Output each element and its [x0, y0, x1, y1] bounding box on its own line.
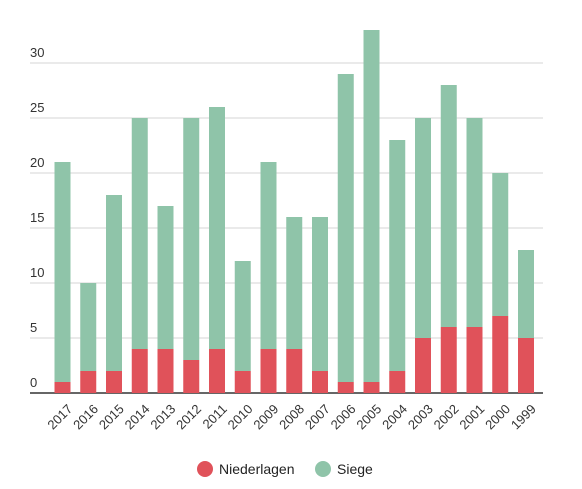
- x-tick-label: 2001: [456, 401, 487, 432]
- y-tick-label: 30: [30, 45, 44, 60]
- bar-siege-2015: [106, 195, 122, 371]
- bar-siege-2013: [157, 206, 174, 349]
- x-tick-label: 1999: [508, 401, 539, 432]
- bar-siege-2017: [54, 162, 71, 382]
- x-tick-label: 2013: [147, 401, 178, 432]
- bar-niederlagen-2016: [80, 371, 97, 393]
- bar-niederlagen-2006: [337, 382, 354, 393]
- legend-label-niederlagen: Niederlagen: [219, 461, 295, 477]
- bar-siege-2007: [312, 217, 328, 371]
- x-tick-label: 2010: [225, 401, 256, 432]
- y-tick-label: 15: [30, 210, 44, 225]
- legend-swatch-niederlagen: [197, 461, 213, 477]
- bar-niederlagen-2007: [312, 371, 328, 393]
- x-tick-label: 2009: [250, 401, 281, 432]
- x-tick-label: 2004: [379, 401, 410, 432]
- bar-siege-2008: [286, 217, 303, 349]
- bar-niederlagen-2000: [492, 316, 509, 393]
- x-tick-label: 2017: [44, 401, 75, 432]
- bar-niederlagen-2009: [260, 349, 277, 393]
- bar-siege-2010: [234, 261, 251, 371]
- y-axis-tick-labels: 0 5 10 15 20 25 30: [30, 45, 44, 390]
- bar-siege-2000: [492, 173, 509, 316]
- bar-niederlagen-1999: [518, 338, 534, 393]
- legend: Niederlagen Siege: [197, 461, 373, 477]
- bar-siege-2011: [209, 107, 225, 349]
- bar-siege-2014: [131, 118, 148, 349]
- y-tick-label: 10: [30, 265, 44, 280]
- y-tick-label: 25: [30, 100, 44, 115]
- y-tick-label: 0: [30, 375, 37, 390]
- bar-niederlagen-2012: [183, 360, 200, 393]
- y-tick-label: 20: [30, 155, 44, 170]
- bar-siege-2012: [183, 118, 200, 360]
- bar-siege-2004: [389, 140, 406, 371]
- bar-niederlagen-2008: [286, 349, 303, 393]
- bar-siege-2016: [80, 283, 97, 371]
- x-tick-label: 2012: [173, 401, 204, 432]
- x-tick-label: 2016: [70, 401, 101, 432]
- bar-niederlagen-2017: [54, 382, 71, 393]
- x-tick-label: 2005: [353, 401, 384, 432]
- bar-niederlagen-2001: [466, 327, 483, 393]
- bar-niederlagen-2002: [440, 327, 457, 393]
- bar-niederlagen-2005: [363, 382, 380, 393]
- x-tick-label: 2011: [200, 401, 230, 431]
- x-axis-tick-labels: 2017201620152014201320122011201020092008…: [44, 401, 539, 432]
- legend-swatch-siege: [315, 461, 331, 477]
- bar-niederlagen-2013: [157, 349, 174, 393]
- bar-siege-2009: [260, 162, 277, 349]
- x-tick-label: 2002: [431, 401, 462, 432]
- bar-siege-2001: [466, 118, 483, 327]
- x-tick-label: 2008: [276, 401, 307, 432]
- x-tick-label: 2003: [405, 401, 436, 432]
- bar-niederlagen-2004: [389, 371, 406, 393]
- bar-siege-2005: [363, 30, 380, 382]
- x-tick-label: 2014: [122, 401, 153, 432]
- x-tick-label: 2000: [482, 401, 513, 432]
- legend-label-siege: Siege: [337, 461, 373, 477]
- bar-niederlagen-2015: [106, 371, 122, 393]
- bar-siege-2002: [440, 85, 457, 327]
- bar-niederlagen-2014: [131, 349, 148, 393]
- x-tick-label: 2015: [96, 401, 127, 432]
- bars: [54, 30, 534, 393]
- bar-siege-2006: [337, 74, 354, 382]
- x-tick-label: 2007: [302, 401, 333, 432]
- bar-siege-2003: [415, 118, 431, 338]
- bar-niederlagen-2003: [415, 338, 431, 393]
- y-tick-label: 5: [30, 320, 37, 335]
- bar-siege-1999: [518, 250, 534, 338]
- bar-niederlagen-2011: [209, 349, 225, 393]
- x-tick-label: 2006: [328, 401, 359, 432]
- bar-niederlagen-2010: [234, 371, 251, 393]
